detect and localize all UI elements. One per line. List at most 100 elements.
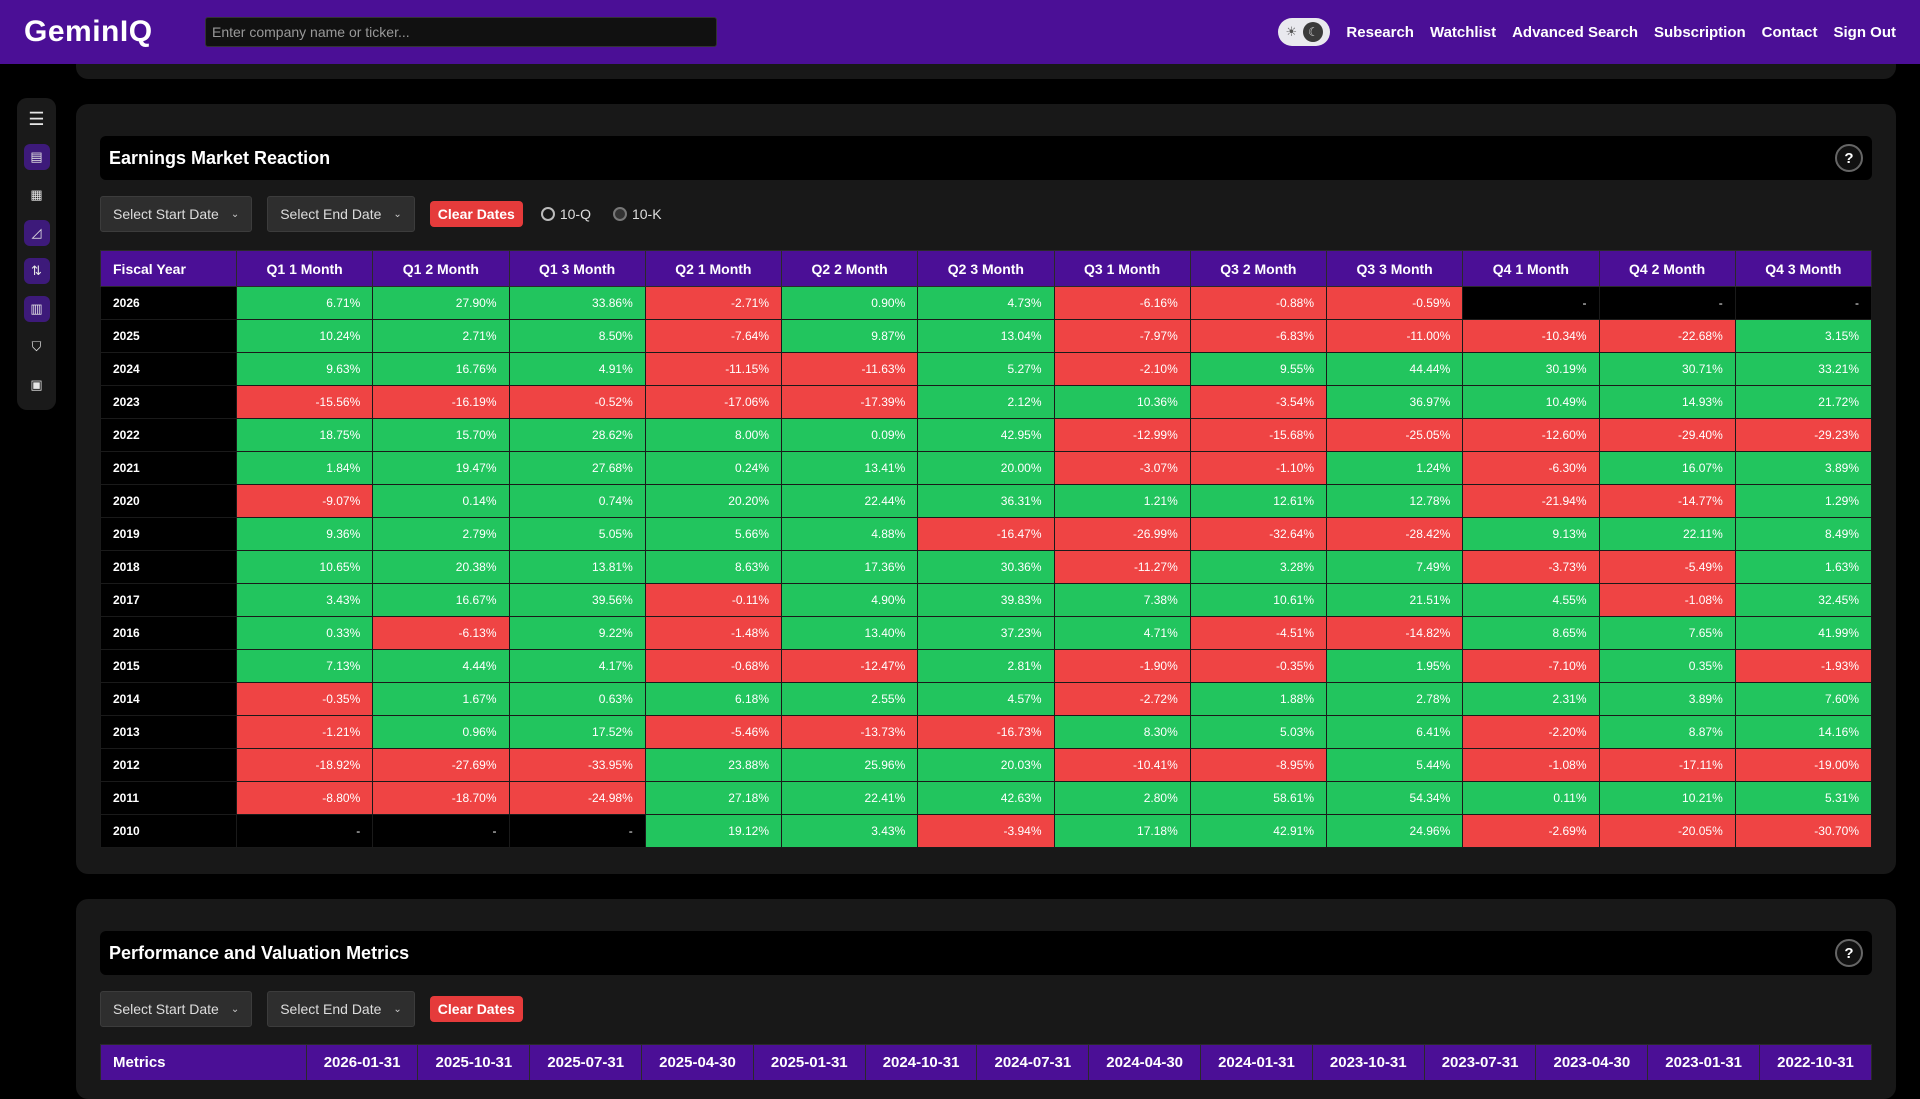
return-cell: -24.98%: [508, 781, 646, 815]
return-cell: 3.28%: [1189, 550, 1328, 584]
nav-contact[interactable]: Contact: [1761, 23, 1818, 41]
column-header-metrics[interactable]: Metrics: [100, 1044, 307, 1080]
column-header[interactable]: Q4 1 Month: [1462, 250, 1600, 287]
menu-icon[interactable]: ☰: [28, 108, 45, 129]
table-row: 2021 1.84% 19.47% 27.68% 0.24% 13.41% 20.00% -3…: [100, 451, 1873, 485]
column-header[interactable]: Q3 1 Month: [1053, 250, 1191, 287]
return-cell: -2.71%: [644, 286, 783, 320]
column-header[interactable]: Q3 3 Month: [1325, 250, 1464, 287]
performance-controls: Select Start Date ⌄ Select End Date ⌄ Clea…: [100, 991, 541, 1027]
return-cell: -12.47%: [780, 649, 919, 683]
nav-sign-out[interactable]: Sign Out: [1833, 23, 1897, 41]
nav-research[interactable]: Research: [1346, 23, 1414, 41]
radio-10q-label: 10-Q: [559, 206, 591, 222]
return-cell: -6.16%: [1053, 286, 1191, 320]
column-header-date[interactable]: 2026-01-31: [305, 1044, 419, 1080]
table-row: 2017 3.43% 16.67% 39.56% -0.11% 4.90% 39.83% 7.…: [100, 583, 1873, 617]
report-icon[interactable]: ▥: [23, 296, 50, 322]
column-header[interactable]: Q1 1 Month: [235, 250, 374, 287]
fiscal-year-cell: 2014: [100, 682, 237, 716]
column-header[interactable]: Q1 3 Month: [508, 250, 646, 287]
performance-help-button[interactable]: ?: [1835, 939, 1863, 967]
return-cell: 1.24%: [1325, 451, 1464, 485]
nav-subscription[interactable]: Subscription: [1653, 23, 1746, 41]
earnings-help-button[interactable]: ?: [1835, 144, 1863, 172]
end-date-label: Select End Date: [280, 1001, 382, 1017]
calculator-icon[interactable]: ▣: [30, 377, 43, 392]
column-header[interactable]: Q4 3 Month: [1734, 250, 1873, 287]
theme-toggle[interactable]: ☀ ☾: [1278, 18, 1331, 46]
column-header-date[interactable]: 2022-10-31: [1759, 1044, 1872, 1080]
return-cell: 5.27%: [917, 352, 1055, 386]
column-header[interactable]: Q2 1 Month: [644, 250, 783, 287]
return-cell: 7.38%: [1053, 583, 1191, 617]
earnings-controls: Select Start Date ⌄ Select End Date ⌄ Clea…: [100, 196, 684, 232]
fiscal-year-cell: 2022: [100, 418, 237, 452]
return-cell: 20.00%: [917, 451, 1055, 485]
column-header-date[interactable]: 2025-04-30: [641, 1044, 754, 1080]
return-cell: -6.30%: [1462, 451, 1600, 485]
app-logo[interactable]: GeminIQ: [24, 15, 153, 48]
return-cell: 8.00%: [644, 418, 783, 452]
shield-icon[interactable]: ⛉: [31, 339, 42, 354]
nav-watchlist[interactable]: Watchlist: [1429, 23, 1497, 41]
sort-arrows-icon[interactable]: ⇅: [23, 258, 50, 284]
top-navbar: GeminIQ ☀ ☾ Research Watchlist Advanced …: [0, 0, 1920, 64]
return-cell: -13.73%: [780, 715, 919, 749]
return-cell: 0.63%: [508, 682, 646, 716]
return-cell: 8.50%: [508, 319, 646, 353]
return-cell: -1.10%: [1189, 451, 1328, 485]
chart-icon[interactable]: ◿: [23, 220, 50, 246]
column-header-date[interactable]: 2024-01-31: [1200, 1044, 1313, 1080]
return-cell: 10.49%: [1462, 385, 1600, 419]
return-cell: -3.07%: [1053, 451, 1191, 485]
column-header-date[interactable]: 2023-04-30: [1535, 1044, 1649, 1080]
return-cell: -7.10%: [1462, 649, 1600, 683]
column-header-date[interactable]: 2024-07-31: [976, 1044, 1090, 1080]
fiscal-year-cell: 2015: [100, 649, 237, 683]
column-header[interactable]: Q1 2 Month: [372, 250, 510, 287]
return-cell: 39.83%: [917, 583, 1055, 617]
metrics-table-viewport[interactable]: Metrics 2026-01-31 2025-10-31 2025-07-31 202…: [100, 1044, 1872, 1080]
return-cell: -30.70%: [1734, 814, 1873, 848]
return-cell: 0.90%: [780, 286, 919, 320]
return-cell: -11.15%: [644, 352, 783, 386]
column-header-date[interactable]: 2024-10-31: [864, 1044, 978, 1080]
column-header-date[interactable]: 2025-01-31: [752, 1044, 866, 1080]
radio-10q[interactable]: 10-Q: [540, 206, 591, 222]
column-header-fiscal-year[interactable]: Fiscal Year: [100, 250, 237, 287]
company-search-input[interactable]: [205, 17, 717, 47]
column-header-date[interactable]: 2023-01-31: [1647, 1044, 1761, 1080]
perf-end-date-select[interactable]: Select End Date ⌄: [267, 991, 415, 1027]
column-header-date[interactable]: 2024-04-30: [1088, 1044, 1202, 1080]
column-header[interactable]: Q2 3 Month: [917, 250, 1055, 287]
document-icon[interactable]: ▤: [23, 144, 50, 170]
clear-dates-button[interactable]: Clear Dates: [429, 201, 523, 227]
perf-clear-dates-button[interactable]: Clear Dates: [429, 996, 523, 1022]
start-date-select[interactable]: Select Start Date ⌄: [100, 196, 253, 232]
return-cell: 1.21%: [1053, 484, 1191, 518]
column-header[interactable]: Q4 2 Month: [1598, 250, 1736, 287]
perf-start-date-select[interactable]: Select Start Date ⌄: [100, 991, 253, 1027]
table-row: 2018 10.65% 20.38% 13.81% 8.63% 17.36% 30.36% -…: [100, 550, 1873, 584]
return-cell: -22.68%: [1598, 319, 1736, 353]
return-cell: 16.76%: [372, 352, 510, 386]
column-header-date[interactable]: 2023-07-31: [1423, 1044, 1537, 1080]
return-cell: -8.80%: [235, 781, 374, 815]
return-cell: 12.61%: [1189, 484, 1328, 518]
nav-advanced-search[interactable]: Advanced Search: [1512, 23, 1638, 41]
return-cell: -1.08%: [1462, 748, 1600, 782]
radio-10k-label: 10-K: [631, 206, 662, 222]
column-header[interactable]: Q2 2 Month: [780, 250, 919, 287]
column-header[interactable]: Q3 2 Month: [1189, 250, 1328, 287]
column-header-date[interactable]: 2025-07-31: [529, 1044, 643, 1080]
column-header-date[interactable]: 2025-10-31: [417, 1044, 531, 1080]
return-cell: 32.45%: [1734, 583, 1873, 617]
radio-10k[interactable]: 10-K: [612, 206, 662, 222]
end-date-select[interactable]: Select End Date ⌄: [267, 196, 415, 232]
return-cell: -2.69%: [1462, 814, 1600, 848]
table-row: 2011 -8.80% -18.70% -24.98% 27.18% 22.41% 42.6…: [100, 781, 1873, 815]
column-header-date[interactable]: 2023-10-31: [1311, 1044, 1425, 1080]
table-icon[interactable]: ▦: [30, 187, 43, 202]
earnings-header: Earnings Market Reaction ?: [100, 136, 1872, 180]
